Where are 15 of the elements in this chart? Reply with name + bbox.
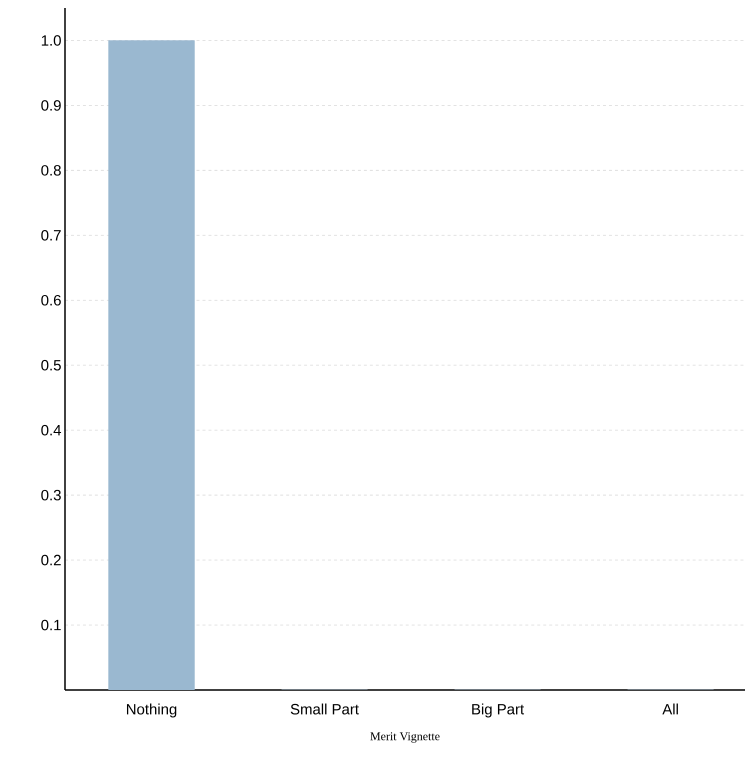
x-tick-label: Nothing — [127, 704, 176, 718]
y-tick-label: 0.6 — [41, 294, 61, 306]
y-tick-label: 0.3 — [41, 490, 61, 500]
x-tick-label: Big Part — [472, 704, 524, 718]
y-tick-label: 0.1 — [41, 620, 61, 630]
y-tick-label: 0.2 — [41, 554, 61, 566]
x-tick-label: All — [662, 704, 678, 714]
y-tick-label: 0.9 — [41, 100, 61, 111]
y-tick-label: 0.4 — [41, 424, 62, 436]
x-tick-label: Small Part — [290, 704, 360, 714]
y-tick-label: 0.8 — [41, 165, 61, 176]
y-tick-label: 0.7 — [41, 230, 61, 241]
y-tick-label: 0.5 — [41, 360, 61, 371]
y-tick-label: 1.0 — [42, 35, 62, 46]
x-axis-title: Merit Vignette — [370, 732, 440, 743]
